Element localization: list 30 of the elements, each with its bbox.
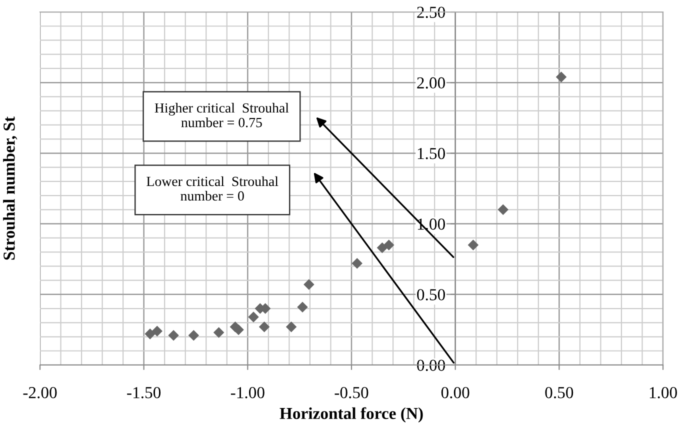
x-tick-label: -1.50 [127, 387, 161, 398]
point [352, 258, 362, 269]
point [297, 302, 308, 312]
y-axis-title: Strouhal number, St [3, 116, 18, 260]
x-tick-label: 1.00 [650, 387, 677, 398]
point [168, 330, 179, 341]
y-tick-label: 1.50 [418, 148, 445, 160]
x-tick-label: 0.00 [441, 387, 470, 398]
x-tick-label: -0.50 [334, 387, 368, 398]
annotation: Lower critical Strouhal number = 0 [146, 176, 278, 201]
y-tick-label: 0.50 [417, 289, 445, 300]
point [286, 321, 297, 332]
x-tick-label: -2.00 [23, 387, 57, 398]
point [468, 240, 479, 250]
point [304, 279, 314, 290]
point [376, 242, 388, 254]
point [188, 330, 200, 341]
point [556, 72, 567, 82]
point [152, 326, 163, 336]
x-tick-label: -1.00 [230, 387, 264, 398]
annotation: Higher critical Strouhal number = 0.75 [154, 102, 289, 128]
y-tick-label: 2.00 [417, 77, 445, 89]
point [384, 240, 394, 250]
x-axis-title: Horizontal force (N) [280, 407, 423, 422]
point [144, 328, 156, 340]
point [248, 312, 259, 322]
point [498, 204, 508, 216]
point [258, 321, 270, 332]
x-tick-label: 0.50 [545, 387, 574, 398]
point [213, 327, 224, 338]
